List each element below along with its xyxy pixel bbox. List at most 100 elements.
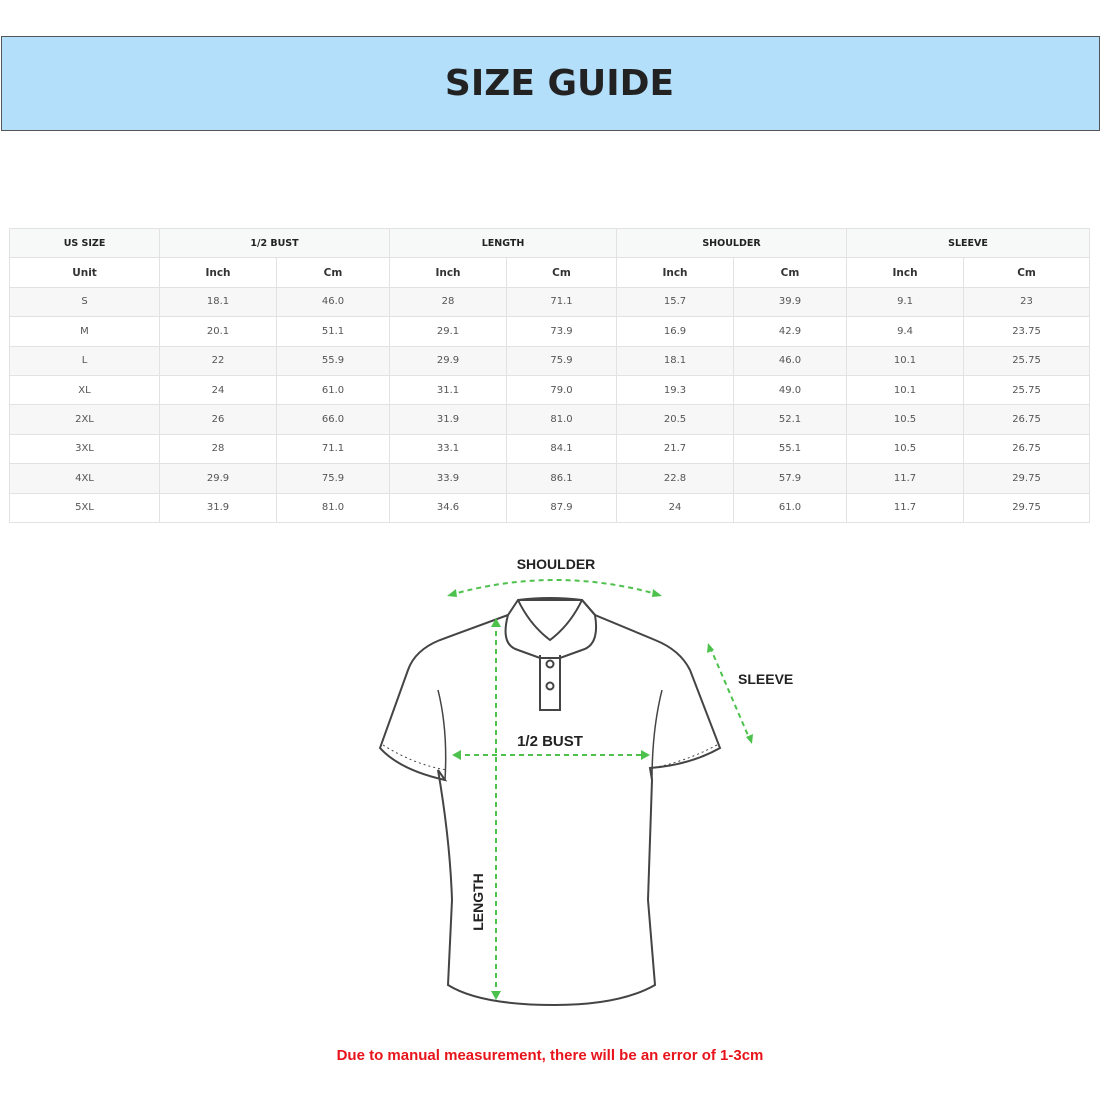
sleeve-arrow [709, 646, 751, 741]
page-title: SIZE GUIDE [444, 63, 675, 104]
table-cell: 29.75 [963, 463, 1091, 494]
table-cell: 39.9 [732, 286, 848, 318]
table-cell: 25.75 [963, 345, 1091, 376]
table-cell: 26.75 [963, 433, 1091, 465]
table-cell: 10.1 [846, 345, 965, 376]
table-cell: 28 [159, 433, 277, 465]
table-cell: 16.9 [616, 316, 734, 347]
header-sleeve: SLEEVE [846, 227, 1091, 259]
table-cell: 18.1 [159, 286, 277, 318]
unit-header: Inch [389, 257, 507, 288]
table-cell: 29.9 [389, 345, 507, 376]
table-cell: 34.6 [389, 492, 507, 523]
size-cell: 4XL [9, 463, 160, 494]
table-cell: 84.1 [506, 433, 617, 465]
table-cell: 10.5 [846, 404, 965, 435]
table-cell: 46.0 [732, 345, 848, 376]
table-cell: 20.1 [159, 316, 277, 347]
table-cell: 21.7 [616, 433, 734, 465]
table-cell: 22.8 [616, 463, 734, 494]
table-row: 2XL 26 66.0 31.9 81.0 20.5 52.1 10.5 26.75 [9, 404, 1091, 435]
table-cell: 28 [389, 286, 507, 318]
header-bust: 1/2 BUST [159, 227, 390, 259]
table-cell: 46.0 [276, 286, 390, 318]
table-cell: 33.1 [389, 433, 507, 465]
table-row: 5XL 31.9 81.0 34.6 87.9 24 61.0 11.7 29.75 [9, 492, 1091, 523]
size-cell: M [9, 316, 160, 347]
table-cell: 42.9 [732, 316, 848, 347]
table-cell: 73.9 [506, 316, 617, 347]
unit-header: Inch [616, 257, 734, 288]
table-cell: 26.75 [963, 404, 1091, 435]
unit-header: Cm [732, 257, 848, 288]
unit-header-row: Unit Inch Cm Inch Cm Inch Cm Inch Cm [9, 257, 1091, 288]
size-cell: 5XL [9, 492, 160, 523]
table-cell: 31.1 [389, 374, 507, 406]
table-cell: 81.0 [506, 404, 617, 435]
header-us-size: US SIZE [9, 227, 160, 259]
table-cell: 10.1 [846, 374, 965, 406]
table-cell: 55.9 [276, 345, 390, 376]
table-cell: 23.75 [963, 316, 1091, 347]
table-row: 3XL 28 71.1 33.1 84.1 21.7 55.1 10.5 26.75 [9, 433, 1091, 465]
table-cell: 75.9 [276, 463, 390, 494]
table-cell: 20.5 [616, 404, 734, 435]
size-cell: 2XL [9, 404, 160, 435]
polo-shirt-outline [378, 597, 722, 1007]
header-shoulder: SHOULDER [615, 227, 848, 259]
table-row: M 20.1 51.1 29.1 73.9 16.9 42.9 9.4 23.75 [9, 316, 1091, 347]
unit-header: Inch [159, 257, 277, 288]
table-cell: 71.1 [276, 433, 390, 465]
length-label: LENGTH [470, 873, 486, 931]
table-cell: 31.9 [159, 492, 277, 523]
unit-header: Cm [276, 257, 390, 288]
table-cell: 31.9 [389, 404, 507, 435]
shoulder-label: SHOULDER [517, 556, 596, 572]
measurement-arrows [449, 579, 751, 996]
table-cell: 66.0 [276, 404, 390, 435]
table-cell: 61.0 [276, 374, 390, 406]
table-cell: 33.9 [389, 463, 507, 494]
table-cell: 10.5 [846, 433, 965, 465]
table-cell: 75.9 [506, 345, 617, 376]
arrow-heads [447, 589, 753, 1000]
shoulder-arrow [449, 579, 661, 596]
table-cell: 29.75 [963, 492, 1091, 523]
table-cell: 23 [963, 286, 1091, 318]
table-cell: 55.1 [732, 433, 848, 465]
table-cell: 25.75 [963, 374, 1091, 406]
size-cell: L [9, 345, 160, 376]
table-cell: 52.1 [732, 404, 848, 435]
size-cell: 3XL [9, 433, 160, 465]
table-cell: 86.1 [506, 463, 617, 494]
table-cell: 11.7 [846, 463, 965, 494]
table-cell: 61.0 [732, 492, 848, 523]
table-cell: 51.1 [276, 316, 390, 347]
table-cell: 79.0 [506, 374, 617, 406]
header-length: LENGTH [389, 227, 617, 259]
table-cell: 24 [159, 374, 277, 406]
unit-header: Cm [963, 257, 1091, 288]
table-cell: 81.0 [276, 492, 390, 523]
table-cell: 11.7 [846, 492, 965, 523]
table-cell: 18.1 [616, 345, 734, 376]
group-header-row: US SIZE 1/2 BUST LENGTH SHOULDER SLEEVE [9, 227, 1091, 259]
unit-header: Inch [846, 257, 965, 288]
table-cell: 22 [159, 345, 277, 376]
table-cell: 24 [616, 492, 734, 523]
table-cell: 29.9 [159, 463, 277, 494]
table-cell: 15.7 [616, 286, 734, 318]
table-cell: 29.1 [389, 316, 507, 347]
table-cell: 19.3 [616, 374, 734, 406]
size-table: US SIZE 1/2 BUST LENGTH SHOULDER SLEEVE … [9, 227, 1091, 523]
table-row: 4XL 29.9 75.9 33.9 86.1 22.8 57.9 11.7 29.75 [9, 463, 1091, 494]
table-cell: 87.9 [506, 492, 617, 523]
table-cell: 9.4 [846, 316, 965, 347]
table-cell: 9.1 [846, 286, 965, 318]
unit-header: Unit [9, 257, 160, 288]
table-row: XL 24 61.0 31.1 79.0 19.3 49.0 10.1 25.75 [9, 374, 1091, 406]
table-cell: 71.1 [506, 286, 617, 318]
size-cell: XL [9, 374, 160, 406]
table-row: S 18.1 46.0 28 71.1 15.7 39.9 9.1 23 [9, 286, 1091, 318]
